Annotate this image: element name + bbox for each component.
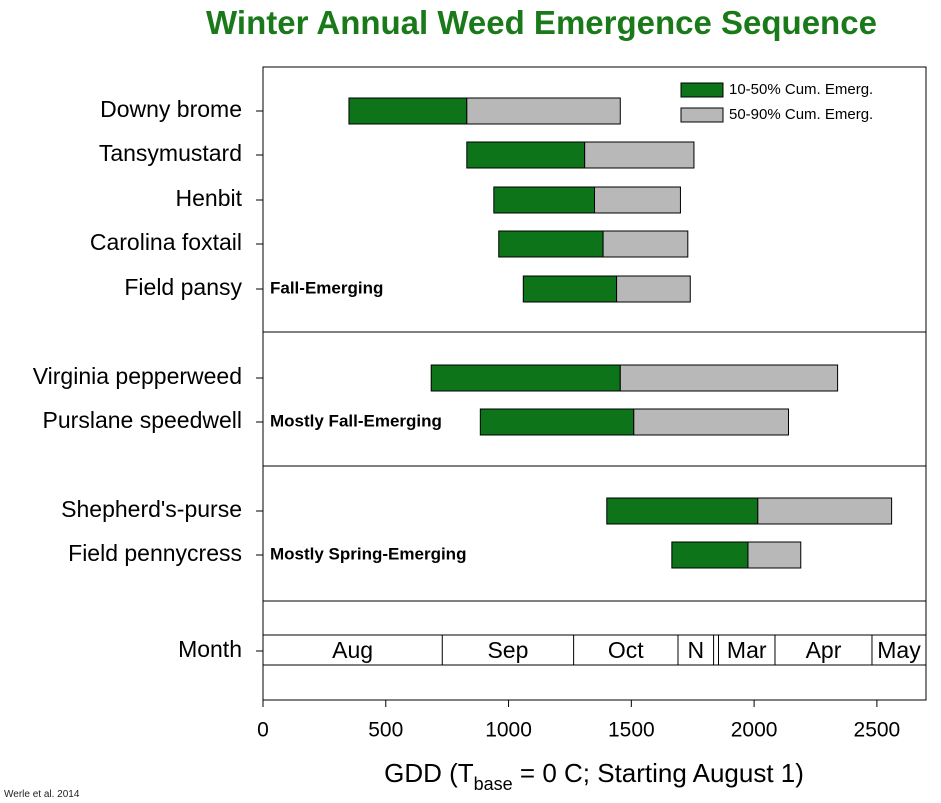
bar-10-50 (466, 141, 586, 169)
species-label: Shepherd's-purse (61, 496, 242, 522)
group-label: Mostly Fall-Emerging (270, 411, 442, 430)
species-label: Carolina foxtail (90, 229, 242, 255)
x-tick-label: 2500 (854, 719, 901, 742)
group-label: Fall-Emerging (270, 278, 383, 297)
month-label: May (877, 637, 921, 663)
bar-50-90 (633, 408, 789, 436)
x-tick-label: 500 (368, 719, 403, 742)
bar-10-50 (493, 186, 596, 214)
legend-swatch (680, 107, 724, 123)
month-row-label: Month (178, 636, 242, 662)
x-tick-label: 1500 (608, 719, 655, 742)
bar-50-90 (619, 364, 839, 392)
month-label: Oct (608, 637, 644, 663)
species-label: Tansymustard (99, 140, 242, 166)
species-label: Henbit (176, 185, 243, 211)
bar-10-50 (498, 230, 604, 258)
group-label: Mostly Spring-Emerging (270, 544, 466, 563)
month-label: N (687, 637, 704, 663)
bar-10-50 (479, 408, 635, 436)
x-axis-title: GDD (Tbase = 0 C; Starting August 1) (384, 758, 804, 794)
legend-label: 50-90% Cum. Emerg. (729, 106, 873, 123)
species-label: Purslane speedwell (43, 407, 242, 433)
x-tick-label: 2000 (731, 719, 778, 742)
month-label: Aug (332, 637, 373, 663)
month-label: Mar (727, 637, 767, 663)
month-label: Apr (806, 637, 842, 663)
bar-10-50 (606, 497, 759, 525)
bar-50-90 (616, 275, 691, 303)
bar-50-90 (466, 97, 621, 125)
bar-10-50 (522, 275, 618, 303)
legend-label: 10-50% Cum. Emerg. (729, 81, 873, 98)
bar-10-50 (671, 541, 749, 569)
bar-50-90 (594, 186, 681, 214)
species-label: Field pennycress (68, 540, 242, 566)
bar-50-90 (584, 141, 695, 169)
x-tick-label: 0 (257, 719, 269, 742)
plot-frame (262, 66, 927, 701)
bar-10-50 (348, 97, 468, 125)
species-label: Downy brome (100, 96, 242, 122)
bar-50-90 (602, 230, 689, 258)
month-label: Sep (487, 637, 528, 663)
citation: Werle et al. 2014 (4, 789, 80, 800)
bar-50-90 (747, 541, 802, 569)
legend-swatch (680, 82, 724, 98)
x-tick-label: 1000 (485, 719, 532, 742)
species-label: Virginia pepperweed (33, 363, 242, 389)
species-label: Field pansy (124, 274, 242, 300)
bar-10-50 (430, 364, 621, 392)
bar-50-90 (757, 497, 893, 525)
chart-title: Winter Annual Weed Emergence Sequence (206, 4, 877, 41)
